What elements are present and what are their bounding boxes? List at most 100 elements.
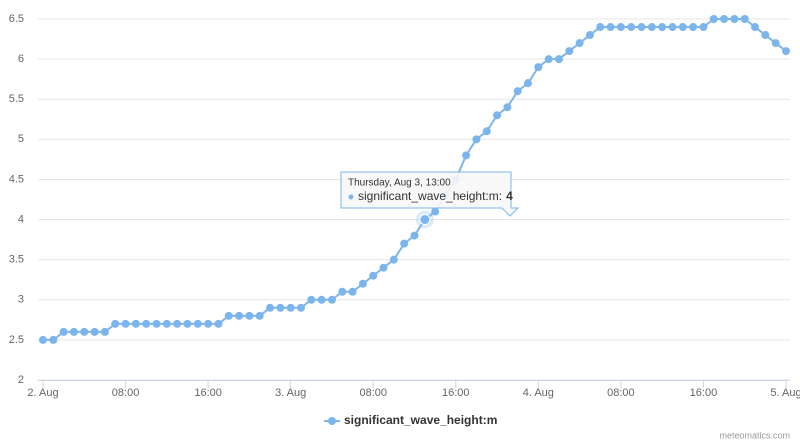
point bbox=[69, 327, 78, 336]
x-tick-label: 4. Aug bbox=[523, 387, 554, 399]
x-tick-label: 5. Aug bbox=[770, 387, 800, 399]
x-tick-label: 08:00 bbox=[607, 387, 635, 399]
point bbox=[771, 39, 780, 48]
point bbox=[338, 287, 347, 296]
tooltip-box bbox=[340, 171, 520, 217]
tooltip-marker bbox=[348, 194, 354, 200]
point bbox=[39, 335, 47, 344]
point bbox=[317, 295, 326, 304]
point bbox=[49, 335, 58, 344]
point bbox=[286, 303, 295, 312]
y-tick-label: 5.5 bbox=[9, 93, 24, 105]
point bbox=[369, 271, 378, 280]
point bbox=[472, 135, 481, 144]
point bbox=[658, 23, 667, 32]
point bbox=[637, 23, 646, 32]
point bbox=[224, 311, 233, 320]
point bbox=[100, 327, 109, 336]
point bbox=[131, 319, 140, 328]
y-tick-label: 5 bbox=[18, 133, 24, 145]
tooltip-value: 4 bbox=[506, 189, 513, 203]
point bbox=[565, 47, 574, 56]
tooltip-label: significant_wave_height:m: bbox=[358, 189, 502, 203]
point bbox=[513, 87, 522, 96]
point bbox=[606, 23, 615, 32]
point bbox=[162, 319, 171, 328]
point bbox=[90, 327, 99, 336]
point bbox=[121, 319, 130, 328]
point bbox=[214, 319, 223, 328]
y-tick-label: 6 bbox=[18, 53, 24, 65]
point bbox=[493, 111, 502, 120]
point bbox=[235, 311, 244, 320]
point bbox=[616, 23, 625, 32]
x-tick-label: 08:00 bbox=[359, 387, 387, 399]
point bbox=[255, 311, 264, 320]
point bbox=[266, 303, 275, 312]
point bbox=[348, 287, 357, 296]
point bbox=[462, 151, 471, 160]
point bbox=[668, 23, 677, 32]
tooltip-text: significant_wave_height:m: 4 bbox=[358, 189, 513, 203]
point bbox=[761, 31, 770, 40]
point bbox=[596, 23, 605, 32]
point bbox=[431, 207, 440, 216]
point bbox=[782, 47, 790, 56]
point bbox=[709, 15, 718, 23]
point bbox=[410, 231, 419, 240]
y-tick-label: 6.5 bbox=[9, 13, 24, 25]
point bbox=[59, 327, 68, 336]
point bbox=[585, 31, 594, 40]
point bbox=[627, 23, 636, 32]
y-tick-label: 3 bbox=[18, 294, 24, 306]
credit[interactable]: meteomatics.com bbox=[719, 430, 790, 440]
point bbox=[689, 23, 698, 32]
y-tick-label: 4.5 bbox=[9, 173, 24, 185]
hover-point bbox=[419, 214, 431, 226]
point bbox=[173, 319, 182, 328]
legend-marker bbox=[328, 417, 336, 425]
point bbox=[544, 55, 553, 64]
point bbox=[142, 319, 151, 328]
point bbox=[245, 311, 254, 320]
point bbox=[327, 295, 336, 304]
point bbox=[307, 295, 316, 304]
point bbox=[699, 23, 708, 32]
tooltip: Thursday, Aug 3, 13:00significant_wave_h… bbox=[340, 171, 520, 217]
point bbox=[400, 239, 409, 248]
point bbox=[575, 39, 584, 48]
point bbox=[276, 303, 285, 312]
x-tick-label: 16:00 bbox=[194, 387, 222, 399]
point bbox=[534, 63, 543, 72]
point bbox=[740, 15, 749, 23]
point bbox=[554, 55, 563, 64]
y-tick-label: 3.5 bbox=[9, 254, 24, 266]
y-tick-label: 2.5 bbox=[9, 334, 24, 346]
x-tick-label: 08:00 bbox=[112, 387, 140, 399]
point bbox=[80, 327, 89, 336]
legend-label[interactable]: significant_wave_height:m bbox=[344, 413, 497, 427]
x-tick-label: 16:00 bbox=[690, 387, 718, 399]
point bbox=[389, 255, 398, 264]
point bbox=[751, 23, 760, 32]
point bbox=[678, 23, 687, 32]
y-tick-label: 2 bbox=[18, 374, 24, 386]
x-tick-label: 16:00 bbox=[442, 387, 470, 399]
point bbox=[358, 279, 367, 288]
point bbox=[152, 319, 161, 328]
point bbox=[379, 263, 388, 272]
point bbox=[111, 319, 120, 328]
point bbox=[193, 319, 202, 328]
point bbox=[503, 103, 512, 112]
point bbox=[183, 319, 192, 328]
point bbox=[482, 127, 491, 136]
tooltip-header: Thursday, Aug 3, 13:00 bbox=[348, 178, 451, 189]
x-tick-label: 2. Aug bbox=[27, 387, 58, 399]
point bbox=[296, 303, 305, 312]
point bbox=[204, 319, 213, 328]
point bbox=[720, 15, 729, 23]
point bbox=[524, 79, 533, 88]
x-tick-label: 3. Aug bbox=[275, 387, 306, 399]
y-tick-label: 4 bbox=[18, 213, 24, 225]
